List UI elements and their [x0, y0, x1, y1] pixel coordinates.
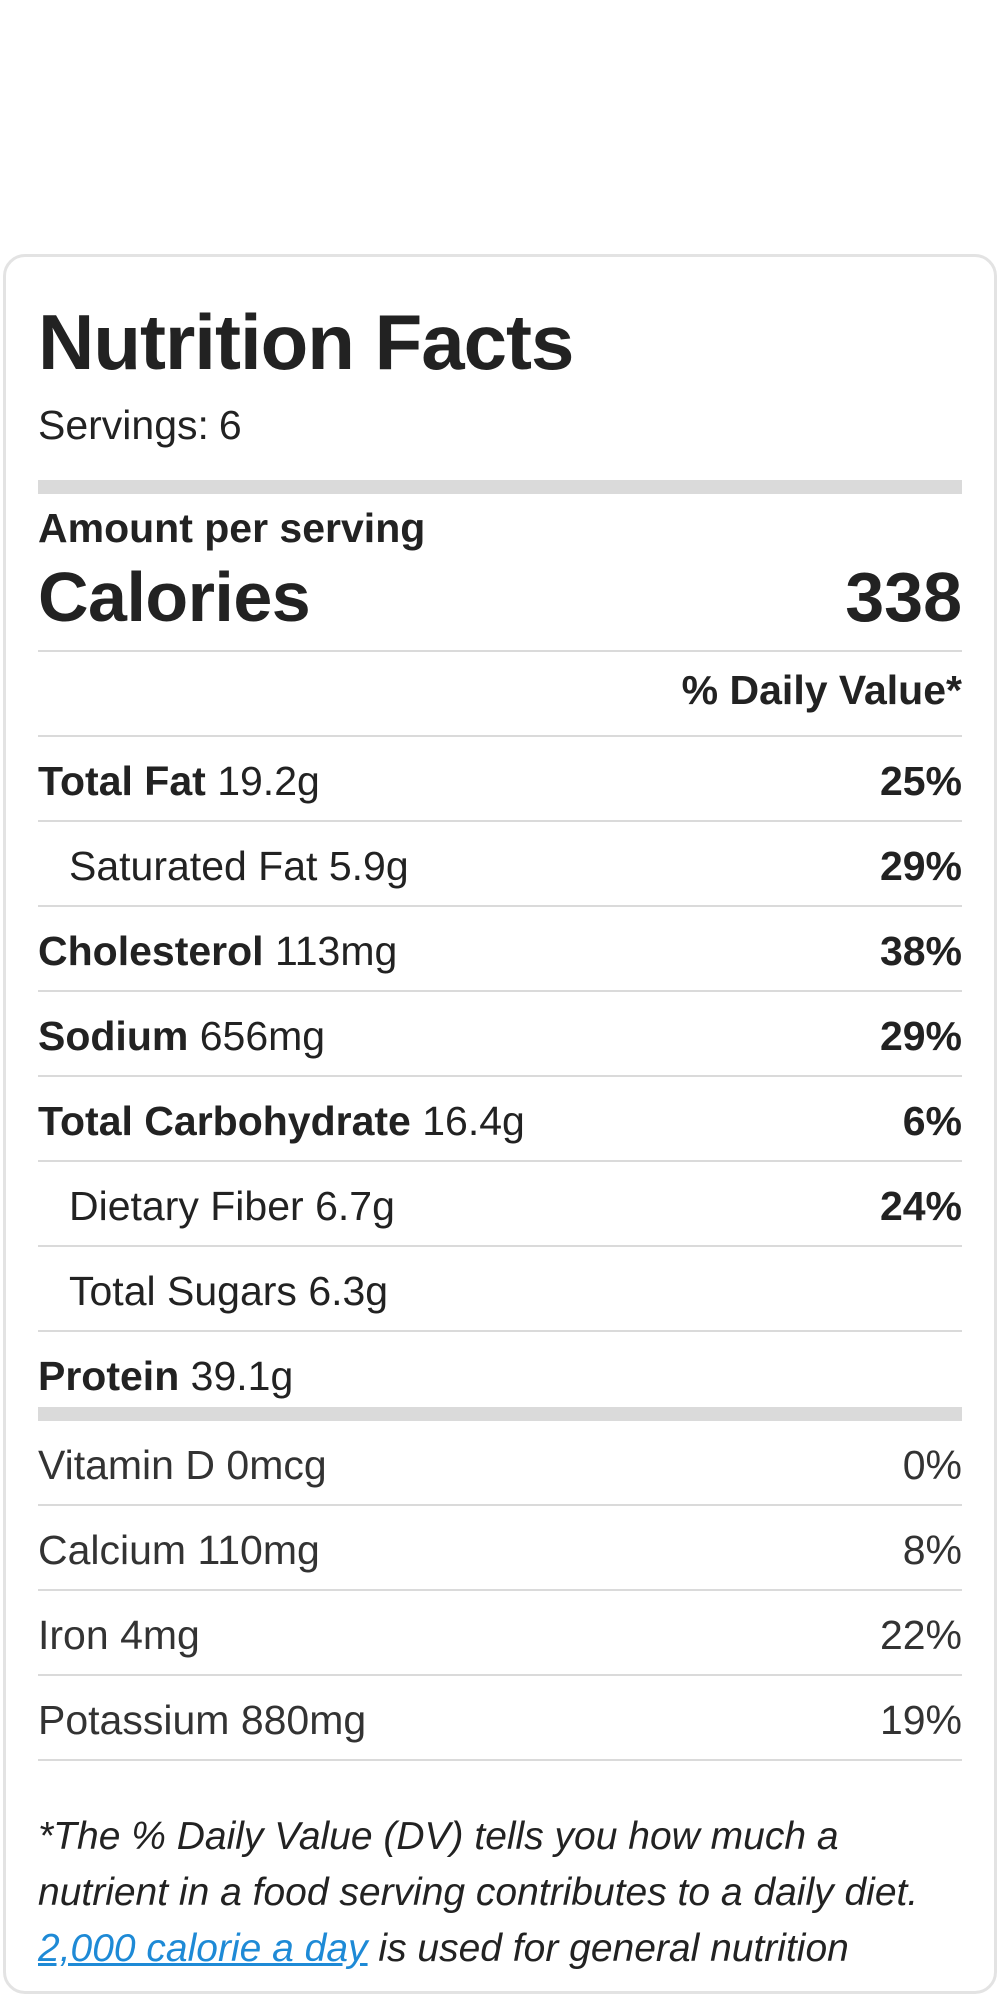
nutrient-row-saturated-fat: Saturated Fat 5.9g 29% [38, 822, 962, 906]
vitamin-row-iron: Iron 4mg 22% [38, 1591, 962, 1675]
vitamin-name: Potassium 880mg [38, 1700, 366, 1741]
servings: Servings: 6 [38, 405, 242, 446]
divider [38, 1759, 962, 1761]
nutrient-name: Total Carbohydrate 16.4g [38, 1101, 525, 1142]
vitamin-label: Vitamin D [38, 1442, 215, 1488]
divider [38, 905, 962, 907]
nutrient-daily-value: 38% [879, 928, 962, 974]
nutrient-row-dietary-fiber: Dietary Fiber 6.7g 24% [38, 1162, 962, 1246]
footnote-text-continued: is used for general nutrition [367, 1927, 849, 1970]
servings-value: 6 [218, 402, 242, 448]
servings-label: Servings: [38, 402, 209, 448]
nutrient-amount: 6.3g [308, 1268, 389, 1314]
vitamin-label: Iron [38, 1612, 109, 1658]
nutrient-name: Protein 39.1g [38, 1356, 293, 1397]
nutrient-row-cholesterol: Cholesterol 113mg 38% [38, 907, 962, 991]
nutrient-name: Total Fat 19.2g [38, 761, 320, 802]
divider [38, 1674, 962, 1676]
vitamin-name: Vitamin D 0mcg [38, 1445, 327, 1486]
calorie-info-link[interactable]: 2,000 calorie a day [38, 1927, 368, 1970]
nutrient-name: Dietary Fiber 6.7g [69, 1186, 395, 1227]
vitamin-row-calcium: Calcium 110mg 8% [38, 1506, 962, 1590]
vitamin-label: Potassium [38, 1697, 230, 1743]
divider [38, 1504, 962, 1506]
vitamin-daily-value: 8% [902, 1527, 962, 1573]
vitamin-row-potassium: Potassium 880mg 19% [38, 1676, 962, 1760]
nutrient-daily-value: 29% [879, 1013, 962, 1059]
nutrient-row-total-carbohydrate: Total Carbohydrate 16.4g 6% [38, 1077, 962, 1161]
nutrient-amount: 6.7g [315, 1183, 395, 1229]
vitamin-amount: 4mg [120, 1612, 200, 1658]
vitamin-label: Calcium [38, 1527, 187, 1573]
calories-label: Calories [38, 558, 311, 636]
nutrient-amount: 656mg [199, 1013, 326, 1059]
nutrient-label: Total Fat [38, 758, 206, 804]
vitamin-name: Calcium 110mg [38, 1530, 320, 1571]
vitamin-daily-value: 19% [879, 1697, 962, 1743]
calories-value: 338 [845, 558, 962, 636]
nutrient-name: Saturated Fat 5.9g [69, 846, 409, 887]
nutrient-row-total-sugars: Total Sugars 6.3g [38, 1247, 962, 1331]
divider [38, 1245, 962, 1247]
nutrient-label: Total Carbohydrate [38, 1098, 411, 1144]
nutrient-label: Total Sugars [69, 1268, 297, 1314]
amount-per-serving: Amount per serving [38, 505, 426, 551]
nutrient-amount: 5.9g [328, 843, 409, 889]
footnote-text: *The % Daily Value (DV) tells you how mu… [38, 1815, 919, 1914]
nutrient-label: Sodium [38, 1013, 189, 1059]
nutrient-label: Saturated Fat [69, 843, 318, 889]
nutrient-daily-value: 29% [879, 843, 962, 889]
nutrient-daily-value: 6% [902, 1098, 962, 1144]
nutrient-amount: 113mg [274, 928, 398, 974]
vitamin-amount: 110mg [197, 1527, 320, 1573]
nutrient-row-protein: Protein 39.1g [38, 1332, 962, 1416]
thick-divider [38, 480, 962, 494]
nutrient-name: Total Sugars 6.3g [69, 1271, 388, 1312]
divider [38, 735, 962, 737]
daily-value-header: % Daily Value* [681, 667, 962, 713]
thick-divider [38, 1407, 962, 1421]
nutrient-row-total-fat: Total Fat 19.2g 25% [38, 737, 962, 821]
vitamin-daily-value: 0% [902, 1442, 962, 1488]
nutrient-label: Dietary Fiber [69, 1183, 304, 1229]
nutrient-label: Cholesterol [38, 928, 264, 974]
nutrient-label: Protein [38, 1353, 180, 1399]
nutrient-row-sodium: Sodium 656mg 29% [38, 992, 962, 1076]
nutrition-label-card: Nutrition Facts Servings: 6 Amount per se… [3, 254, 997, 1994]
vitamin-row-vitamin-d: Vitamin D 0mcg 0% [38, 1421, 962, 1505]
nutrient-amount: 16.4g [422, 1098, 525, 1144]
divider [38, 1075, 962, 1077]
nutrient-daily-value: 25% [879, 758, 962, 804]
calories-row: Calories 338 [38, 562, 962, 632]
divider [38, 820, 962, 822]
nutrient-amount: 39.1g [190, 1353, 294, 1399]
vitamin-amount: 0mcg [226, 1442, 327, 1488]
divider [38, 650, 962, 652]
nutrition-title: Nutrition Facts [38, 298, 574, 386]
vitamin-daily-value: 22% [879, 1612, 962, 1658]
divider [38, 990, 962, 992]
nutrient-name: Cholesterol 113mg [38, 931, 397, 972]
daily-value-footnote: *The % Daily Value (DV) tells you how mu… [38, 1809, 962, 1977]
nutrient-amount: 19.2g [217, 758, 320, 804]
nutrient-daily-value: 24% [879, 1183, 962, 1229]
vitamin-name: Iron 4mg [38, 1615, 200, 1656]
divider [38, 1160, 962, 1162]
vitamin-amount: 880mg [240, 1697, 367, 1743]
divider [38, 1589, 962, 1591]
nutrient-name: Sodium 656mg [38, 1016, 325, 1057]
divider [38, 1330, 962, 1332]
